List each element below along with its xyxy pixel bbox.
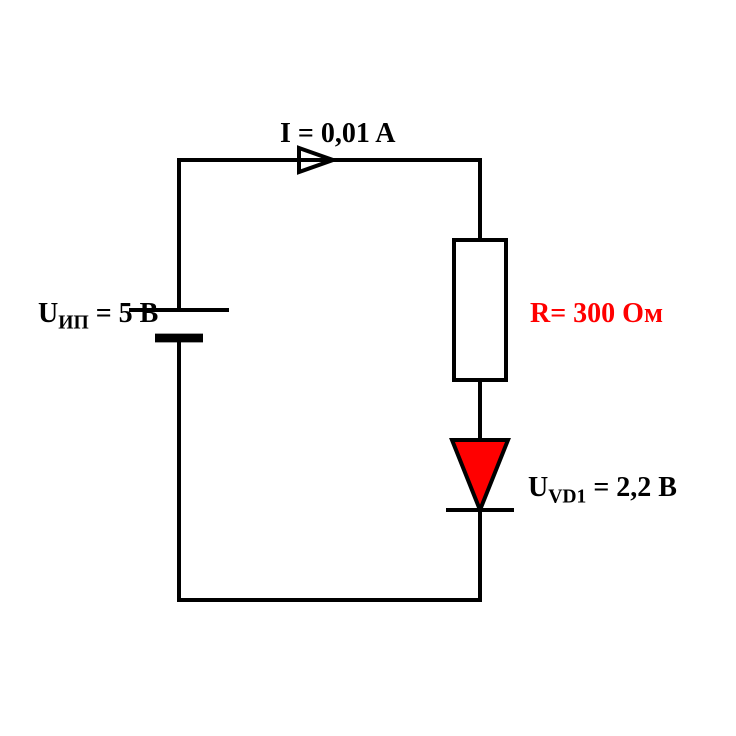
source-voltage-label: UИП = 5 B — [38, 298, 158, 335]
diode-voltage-label: UVD1 = 2,2 B — [528, 472, 677, 509]
resistor-label: R= 300 Ом — [530, 298, 663, 330]
circuit-schematic — [0, 0, 736, 736]
current-label: I = 0,01 A — [280, 118, 396, 150]
